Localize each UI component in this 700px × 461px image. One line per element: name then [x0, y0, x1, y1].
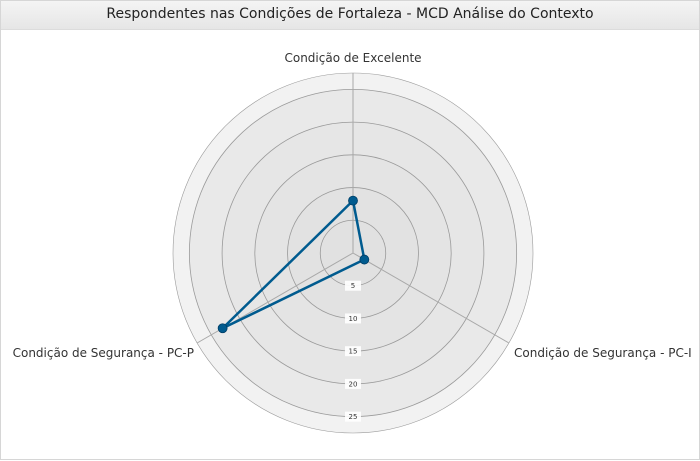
- axis-label: Condição de Segurança - PC-I: [514, 346, 692, 360]
- data-point: [217, 323, 228, 334]
- tick-label-bg: [345, 411, 361, 422]
- axis-label: Condição de Excelente: [284, 51, 421, 65]
- axis-label: Condição de Segurança - PC-P: [13, 346, 194, 360]
- radar-axis-line: [352, 252, 510, 344]
- tick-label-bg: [345, 378, 361, 389]
- chart-title: Respondentes nas Condições de Fortaleza …: [1, 1, 699, 30]
- tick-label-bg: [345, 346, 361, 357]
- tick-label-bg: [345, 280, 361, 291]
- tick-label: 25: [349, 413, 358, 421]
- tick-label: 5: [351, 282, 355, 290]
- tick-label: 10: [349, 315, 358, 323]
- tick-label-bg: [345, 313, 361, 324]
- data-point: [359, 254, 370, 265]
- tick-label: 15: [349, 348, 358, 356]
- tick-label: 20: [349, 380, 358, 388]
- series-line: [221, 199, 366, 330]
- data-point: [348, 195, 358, 206]
